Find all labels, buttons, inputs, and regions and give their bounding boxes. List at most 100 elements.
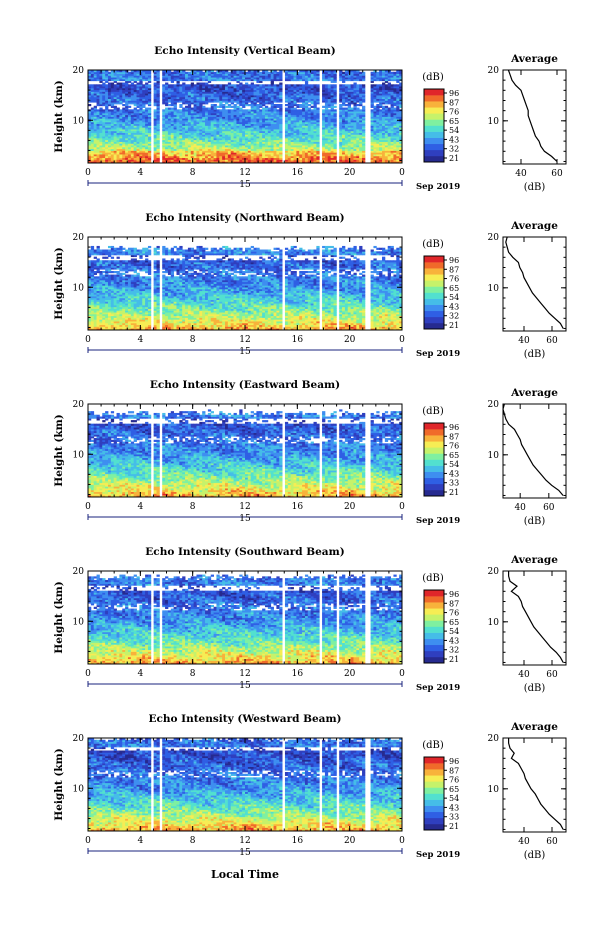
heatmap-cell — [114, 106, 117, 108]
heatmap-cell — [328, 109, 331, 111]
heatmap-cell — [302, 84, 305, 86]
heatmap-cell — [102, 109, 105, 111]
heatmap-cell — [108, 109, 111, 111]
heatmap-cell — [137, 109, 140, 111]
heatmap-cell — [148, 84, 151, 86]
heatmap-cell — [256, 84, 259, 86]
heatmap-cell — [214, 84, 217, 86]
heatmap-cell — [128, 72, 131, 74]
heatmap-cell — [276, 72, 279, 74]
heatmap-cell — [393, 72, 396, 74]
heatmap-cell — [196, 83, 199, 85]
heatmap-cell — [311, 84, 314, 86]
heatmap-cell — [265, 84, 268, 86]
heatmap-cell — [117, 108, 120, 110]
heatmap-cell — [208, 108, 211, 110]
heatmap-cell — [316, 84, 319, 86]
heatmap-cell — [291, 84, 294, 86]
heatmap-cell — [108, 83, 111, 85]
heatmap-cell — [99, 84, 102, 86]
heatmap-cell — [276, 84, 279, 86]
heatmap-cell — [259, 84, 262, 86]
heatmap-cell — [145, 108, 148, 110]
heatmap-cell — [268, 108, 271, 110]
heatmap-cell — [356, 84, 359, 86]
heatmap-cell — [351, 84, 354, 86]
heatmap-cell — [351, 108, 354, 110]
heatmap-cell — [234, 104, 237, 106]
heatmap-cell — [353, 83, 356, 85]
heatmap-cell — [345, 84, 348, 86]
heatmap-cell — [216, 109, 219, 111]
heatmap-cell — [122, 104, 125, 106]
heatmap-cell — [191, 83, 194, 85]
heatmap-cell — [179, 104, 182, 106]
heatmap-cell — [259, 109, 262, 111]
heatmap-cell — [362, 84, 365, 86]
heatmap-cell — [322, 106, 325, 108]
heatmap-cell — [294, 84, 297, 86]
heatmap-cell — [211, 104, 214, 106]
heatmap-cell — [345, 104, 348, 106]
heatmap-cell — [393, 84, 396, 86]
heatmap-cell — [111, 83, 114, 85]
heatmap-cell — [359, 109, 362, 111]
heatmap-cell — [331, 84, 334, 86]
heatmap-cell — [199, 83, 202, 85]
heatmap-cell — [119, 109, 122, 111]
heatmap-cell — [216, 84, 219, 86]
heatmap-cell — [128, 109, 131, 111]
heatmap-cell — [342, 72, 345, 74]
heatmap-cell — [228, 109, 231, 111]
heatmap-cell — [379, 84, 382, 86]
heatmap-cell — [276, 104, 279, 106]
heatmap-cell — [259, 72, 262, 74]
heatmap-cell — [294, 108, 297, 110]
heatmap-cell — [102, 83, 105, 85]
heatmap-cell — [211, 84, 214, 86]
heatmap-cell — [111, 109, 114, 111]
heatmap-cell — [242, 109, 245, 111]
heatmap-cell — [382, 83, 385, 85]
heatmap-cell — [185, 84, 188, 86]
heatmap-cell — [142, 109, 145, 111]
heatmap-cell — [179, 109, 182, 111]
heatmap-cell — [91, 84, 94, 86]
heatmap-cell — [148, 108, 151, 110]
heatmap-cell — [182, 83, 185, 85]
heatmap-cell — [279, 83, 282, 85]
heatmap-cell — [296, 84, 299, 86]
heatmap-cell — [216, 106, 219, 108]
heatmap-cell — [373, 84, 376, 86]
heatmap-cell — [242, 84, 245, 86]
heatmap-cell — [225, 84, 228, 86]
heatmap-cell — [225, 109, 228, 111]
heatmap-cell — [385, 106, 388, 108]
heatmap-cell — [194, 84, 197, 86]
heatmap-cell — [328, 84, 331, 86]
heatmap-cell — [299, 109, 302, 111]
heatmap-cell — [108, 72, 111, 74]
heatmap-cell — [333, 84, 336, 86]
heatmap-cell — [171, 72, 174, 74]
heatmap-cell — [202, 83, 205, 85]
heatmap-cell — [268, 72, 271, 74]
heatmap-cell — [248, 109, 251, 111]
chart-title: Echo Intensity (Vertical Beam) — [154, 45, 335, 57]
heatmap-cell — [279, 104, 282, 106]
heatmap-cell — [165, 83, 168, 85]
heatmap-cell — [245, 109, 248, 111]
heatmap-cell — [388, 108, 391, 110]
heatmap-cell — [134, 108, 137, 110]
heatmap-cell — [202, 106, 205, 108]
heatmap-cell — [288, 84, 291, 86]
heatmap-cell — [162, 84, 165, 86]
heatmap-cell — [359, 84, 362, 86]
heatmap-cell — [119, 83, 122, 85]
heatmap-cell — [114, 84, 117, 86]
heatmap-cell — [168, 84, 171, 86]
heatmap-cell — [376, 84, 379, 86]
heatmap-cell — [154, 83, 157, 85]
heatmap-cell — [371, 72, 374, 74]
